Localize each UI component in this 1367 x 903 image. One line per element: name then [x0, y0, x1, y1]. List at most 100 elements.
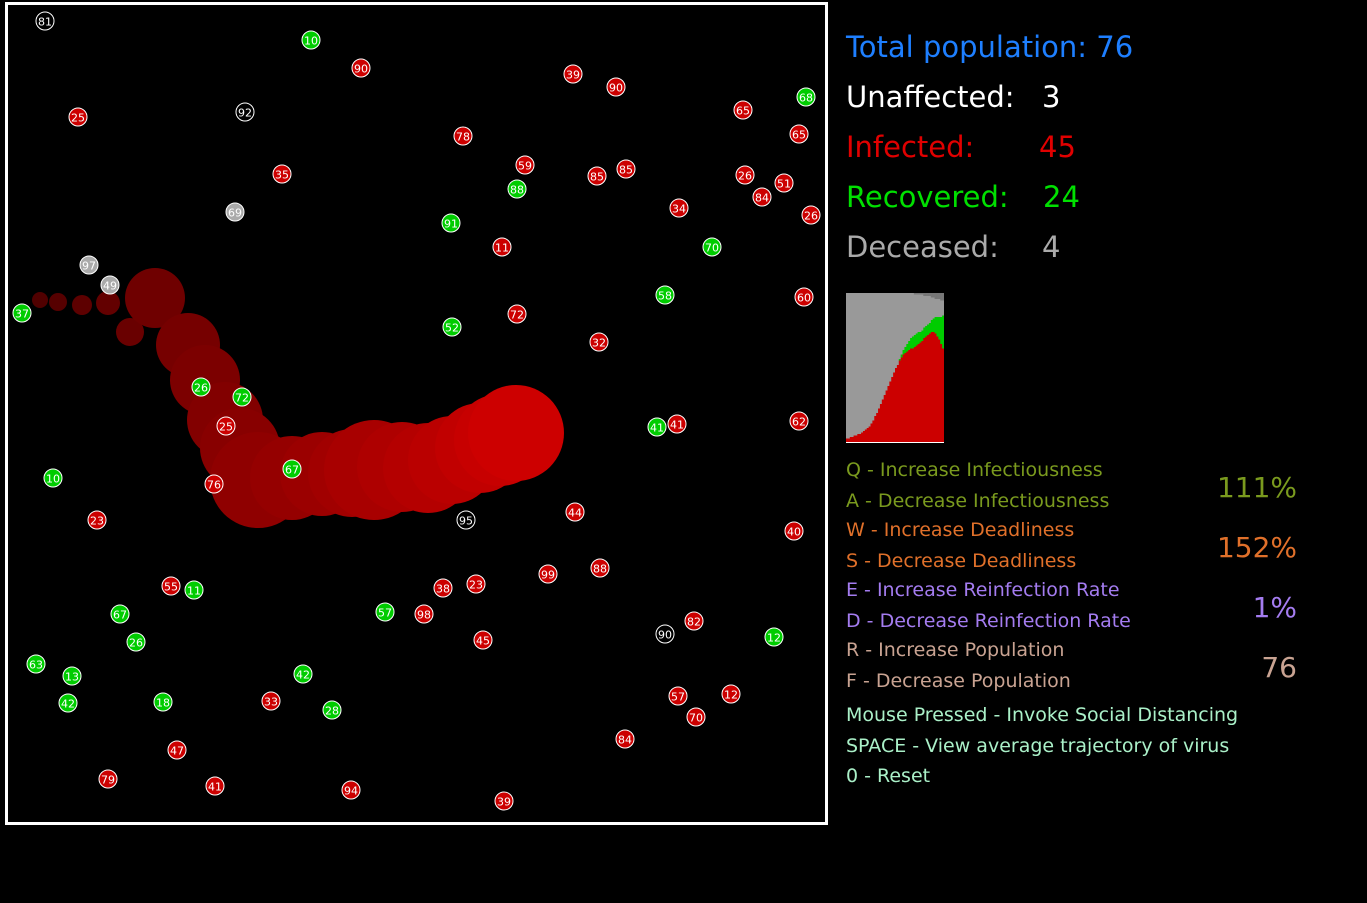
graph-recovered-bar — [906, 344, 909, 352]
agent-dot — [647, 417, 667, 437]
agent-label: 88 — [510, 184, 524, 197]
agent-dot — [606, 77, 626, 97]
agent-dot — [801, 205, 821, 225]
agent-infected: 26 — [735, 165, 755, 185]
total-population-label: Total population: — [846, 30, 1088, 64]
agent-unaffected: 81 — [35, 11, 55, 31]
graph-infected-bar — [855, 435, 858, 443]
agent-recovered: 72 — [232, 387, 252, 407]
agent-dot — [43, 468, 63, 488]
graph-infected-bar — [932, 332, 936, 443]
agent-label: 26 — [738, 170, 752, 183]
graph-recovered-bar — [938, 317, 941, 340]
graph-infected-bar — [908, 350, 911, 443]
graph-recovered-bar — [915, 333, 919, 346]
agent-dot — [161, 576, 181, 596]
agent-dot — [441, 213, 461, 233]
agent-dot — [655, 285, 675, 305]
agent-dot — [764, 627, 784, 647]
agent-label: 94 — [344, 785, 358, 798]
graph-recovered-bar — [908, 341, 911, 350]
agent-deceased: 97 — [79, 255, 99, 275]
infectiousness-value: 111% — [1216, 471, 1297, 504]
graph-infected-bar — [919, 342, 922, 443]
agent-infected: 40 — [784, 521, 804, 541]
agent-label: 60 — [797, 292, 811, 305]
agent-label: 51 — [777, 178, 791, 191]
unaffected-stat: Unaffected: 3 — [846, 80, 1060, 114]
agent-dot — [492, 237, 512, 257]
agent-recovered: 70 — [702, 237, 722, 257]
graph-infected-bar — [911, 348, 915, 443]
agent-label: 90 — [354, 63, 368, 76]
agent-label: 23 — [469, 579, 483, 592]
graph-infected-bar — [866, 428, 870, 443]
agent-label: 92 — [238, 107, 252, 120]
agent-dot — [205, 776, 225, 796]
agent-dot — [794, 287, 814, 307]
agent-label: 67 — [113, 609, 127, 622]
agent-dot — [58, 693, 78, 713]
agent-dot — [232, 387, 252, 407]
simulation-canvas[interactable]: 81 10 90 39 90 68 25 92 65 65 78 59 35 85 85 26 51 84 88 69… — [8, 5, 825, 822]
agent-recovered: 52 — [442, 317, 462, 337]
agent-dot — [784, 521, 804, 541]
agent-label: 42 — [296, 669, 310, 682]
agent-dot — [433, 578, 453, 598]
agent-dot — [282, 459, 302, 479]
agent-label: 85 — [619, 164, 633, 177]
graph-infected-bar — [868, 426, 872, 443]
graph-recovered-bar — [913, 335, 917, 347]
agent-dot — [351, 58, 371, 78]
agent-recovered: 63 — [26, 654, 46, 674]
control-decrease-deadliness: S - Decrease Deadliness — [846, 550, 1077, 572]
agent-label: 10 — [304, 35, 318, 48]
graph-infected-bar — [904, 353, 907, 443]
agent-label: 42 — [61, 698, 75, 711]
graph-infected-bar — [891, 377, 894, 443]
agent-infected: 72 — [507, 304, 527, 324]
deceased-label: Deceased: — [846, 230, 999, 264]
agent-label: 59 — [518, 160, 532, 173]
graph-infected-bar — [893, 372, 896, 443]
agent-label: 58 — [658, 290, 672, 303]
graph-deceased-bar — [936, 293, 939, 299]
simulation-area[interactable]: 81 10 90 39 90 68 25 92 65 65 78 59 35 85 85 26 51 84 88 69… — [5, 2, 828, 825]
deadliness-value: 152% — [1216, 531, 1297, 564]
agent-label: 84 — [755, 192, 769, 205]
agent-dot — [301, 30, 321, 50]
agent-label: 26 — [129, 637, 143, 650]
graph-infected-bar — [870, 423, 873, 443]
graph-infected-bar — [915, 345, 919, 443]
control-increase-deadliness: W - Increase Deadliness — [846, 519, 1075, 541]
agent-dot — [204, 474, 224, 494]
agent-dot — [87, 510, 107, 530]
agent-label: 40 — [787, 526, 801, 539]
graph-infected-bar — [925, 336, 928, 443]
control-decrease-population: F - Decrease Population — [846, 670, 1071, 692]
trajectory-point — [468, 385, 564, 481]
agent-dot — [414, 604, 434, 624]
graph-deceased-bar — [932, 293, 936, 298]
agent-dot — [515, 155, 535, 175]
graph-infected-bar — [938, 339, 941, 443]
graph-recovered-bar — [917, 332, 921, 344]
agent-dot — [684, 611, 704, 631]
agent-label: 28 — [325, 705, 339, 718]
graph-deceased-bar — [921, 293, 924, 295]
agent-label: 69 — [228, 207, 242, 220]
agent-dot — [668, 686, 688, 706]
graph-recovered-bar — [927, 324, 930, 335]
agent-dot — [167, 740, 187, 760]
agent-infected: 62 — [789, 411, 809, 431]
agent-dot — [216, 416, 236, 436]
reinfection-value: 1% — [1252, 591, 1297, 624]
agent-dot — [507, 304, 527, 324]
agent-infected: 39 — [494, 791, 514, 811]
agent-label: 62 — [792, 416, 806, 429]
agent-infected: 90 — [351, 58, 371, 78]
agent-infected: 32 — [589, 332, 609, 352]
agent-label: 90 — [609, 82, 623, 95]
graph-infected-bar — [883, 395, 887, 443]
agent-dot — [615, 729, 635, 749]
